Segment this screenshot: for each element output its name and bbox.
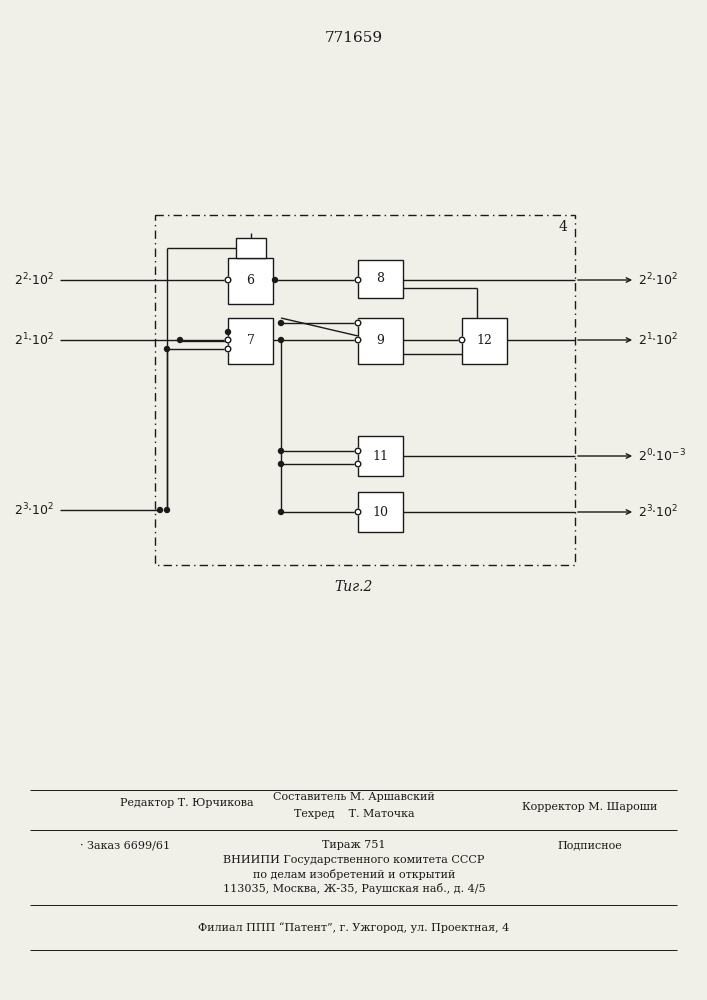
Circle shape	[226, 330, 230, 334]
Text: по делам изобретений и открытий: по делам изобретений и открытий	[253, 868, 455, 880]
Circle shape	[226, 338, 230, 342]
Circle shape	[279, 448, 284, 454]
Circle shape	[355, 337, 361, 343]
Bar	[358, 492, 403, 532]
Text: Филиал ППП “Патент”, г. Ужгород, ул. Проектная, 4: Филиал ППП “Патент”, г. Ужгород, ул. Про…	[199, 923, 510, 933]
Circle shape	[279, 338, 284, 342]
Text: ВНИИПИ Государственного комитета СССР: ВНИИПИ Государственного комитета СССР	[223, 855, 485, 865]
Circle shape	[165, 347, 170, 352]
Circle shape	[460, 337, 464, 343]
Circle shape	[279, 320, 284, 326]
Text: $2^2{\cdot}10^2$: $2^2{\cdot}10^2$	[14, 272, 55, 288]
Circle shape	[355, 320, 361, 326]
Bar	[358, 260, 403, 298]
Text: $2^3{\cdot}10^2$: $2^3{\cdot}10^2$	[14, 502, 55, 518]
Circle shape	[355, 461, 361, 467]
Text: $2^3{\cdot}10^2$: $2^3{\cdot}10^2$	[638, 504, 679, 520]
Text: 771659: 771659	[325, 31, 383, 45]
Circle shape	[355, 277, 361, 283]
Circle shape	[158, 508, 163, 512]
Circle shape	[177, 338, 182, 342]
Text: 9: 9	[377, 334, 385, 348]
Circle shape	[226, 337, 230, 343]
Text: $2^1{\cdot}10^2$: $2^1{\cdot}10^2$	[14, 332, 55, 348]
Circle shape	[272, 277, 278, 282]
Text: 4: 4	[559, 220, 568, 234]
Circle shape	[226, 346, 230, 352]
Circle shape	[355, 448, 361, 454]
Text: 7: 7	[247, 334, 255, 348]
Text: 10: 10	[373, 506, 389, 518]
Circle shape	[355, 509, 361, 515]
Text: 12: 12	[477, 334, 493, 348]
Text: 8: 8	[377, 272, 385, 286]
Text: Техред    Т. Маточка: Техред Т. Маточка	[293, 809, 414, 819]
Text: $2^2{\cdot}10^2$: $2^2{\cdot}10^2$	[638, 272, 679, 288]
Circle shape	[279, 510, 284, 514]
Text: 6: 6	[247, 274, 255, 288]
Bar	[358, 318, 403, 364]
Text: Корректор М. Шароши: Корректор М. Шароши	[522, 802, 658, 812]
Text: Тираж 751: Тираж 751	[322, 840, 386, 850]
Bar	[358, 436, 403, 476]
Text: 113035, Москва, Ж-35, Раушская наб., д. 4/5: 113035, Москва, Ж-35, Раушская наб., д. …	[223, 882, 485, 894]
Bar	[462, 318, 507, 364]
Bar	[228, 258, 273, 304]
Circle shape	[226, 277, 230, 282]
Bar	[155, 215, 575, 565]
Text: Τиг.2: Τиг.2	[335, 580, 373, 594]
Text: Подписное: Подписное	[558, 840, 622, 850]
Circle shape	[165, 508, 170, 512]
Text: $2^1{\cdot}10^2$: $2^1{\cdot}10^2$	[638, 332, 679, 348]
Text: 11: 11	[373, 450, 389, 462]
Circle shape	[279, 462, 284, 466]
Circle shape	[226, 277, 230, 283]
Text: Редактор Т. Юрчикова: Редактор Т. Юрчикова	[120, 798, 254, 808]
Text: · Заказ 6699/61: · Заказ 6699/61	[80, 840, 170, 850]
Text: Составитель М. Аршавский: Составитель М. Аршавский	[273, 792, 435, 802]
Text: $2^0{\cdot}10^{-3}$: $2^0{\cdot}10^{-3}$	[638, 448, 686, 464]
Bar	[235, 238, 266, 258]
Bar	[228, 318, 273, 364]
